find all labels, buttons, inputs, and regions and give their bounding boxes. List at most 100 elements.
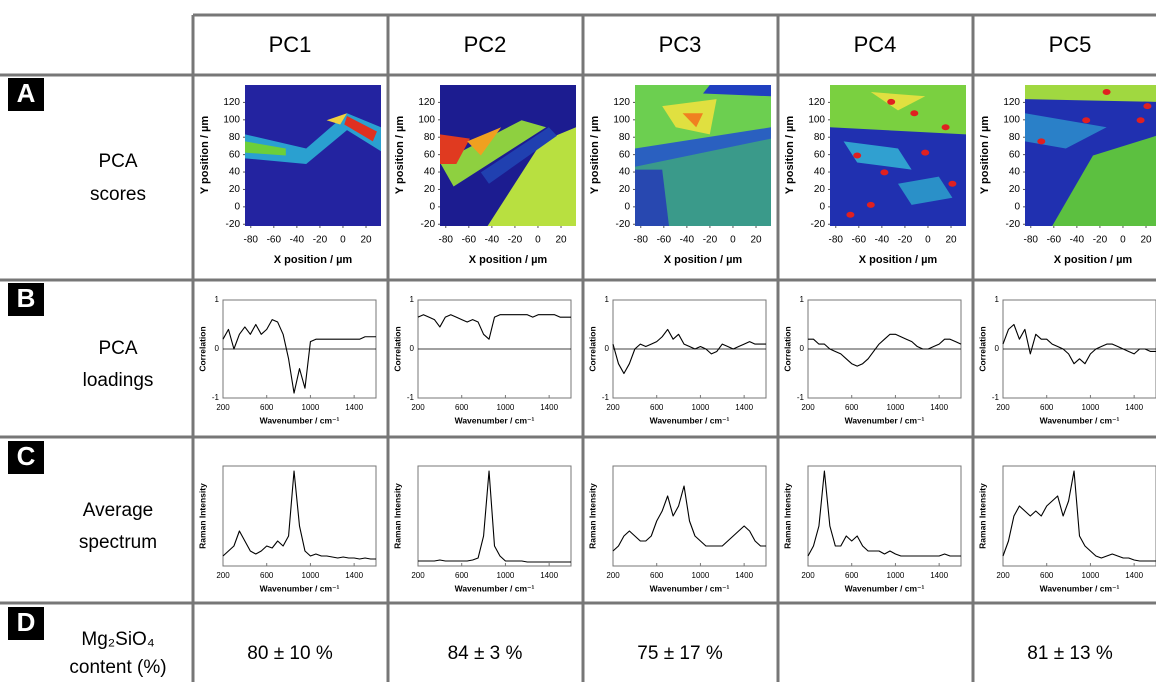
row-letter-box [8,441,44,474]
column-header: PC4 [854,32,897,57]
y-tick-label: 0 [605,344,610,353]
x-tick-label: 600 [1040,403,1054,412]
x-axis-label: X position / µm [274,254,353,266]
x-tick-label: 20 [750,235,762,246]
map-hotspot [1143,103,1152,110]
spectrum-line [417,314,571,340]
y-tick-label: -1 [212,393,220,402]
score-map [440,85,576,226]
y-tick-label: 40 [814,167,826,178]
x-tick-label: 200 [996,571,1010,580]
x-axis-label: Wavenumber / cm⁻¹ [260,415,340,425]
y-tick-label: 0 [819,201,825,212]
y-tick-label: 0 [1014,201,1020,212]
y-tick-label: 40 [229,167,241,178]
y-tick-label: 60 [1009,149,1021,160]
x-axis-label: Wavenumber / cm⁻¹ [455,415,535,425]
row-letter: A [17,78,36,108]
x-tick-label: -20 [703,235,718,246]
spectrum-line [1002,470,1156,562]
map-hotspot [880,169,889,176]
y-tick-label: 60 [619,149,631,160]
x-tick-label: -20 [1093,235,1108,246]
y-tick-label: 1 [800,295,805,304]
y-tick-label: 100 [223,114,240,125]
row-letter-box [8,283,44,316]
x-tick-label: 600 [455,403,469,412]
map-region [487,127,576,226]
y-tick-label: 0 [429,201,435,212]
x-tick-label: 600 [260,403,274,412]
y-tick-label: 1 [995,295,1000,304]
spectrum-line [612,328,766,375]
map-hotspot [1082,117,1091,124]
x-tick-label: 1000 [692,571,710,580]
map-region [898,176,953,205]
plot-frame [222,465,377,567]
x-tick-label: 200 [411,571,425,580]
y-tick-label: -20 [811,219,826,230]
x-tick-label: 1000 [302,403,320,412]
x-tick-label: 1000 [1082,403,1100,412]
y-tick-label: 60 [229,149,241,160]
y-tick-label: 100 [1003,114,1020,125]
x-tick-label: -60 [267,235,282,246]
map-hotspot [1136,117,1145,124]
row-label: PCA [98,338,137,359]
content-value: 81 ± 13 % [1027,643,1113,664]
x-axis-label: Wavenumber / cm⁻¹ [455,583,535,593]
x-tick-label: 200 [606,403,620,412]
spectrum-line [612,485,766,552]
x-axis-label: Wavenumber / cm⁻¹ [845,583,925,593]
x-tick-label: 20 [360,235,372,246]
x-tick-label: 1400 [735,571,753,580]
map-region [870,92,926,111]
y-tick-label: 100 [418,114,435,125]
x-tick-label: 600 [650,571,664,580]
x-axis-label: Wavenumber / cm⁻¹ [650,415,730,425]
map-hotspot [853,152,862,159]
y-tick-label: -1 [992,393,1000,402]
y-tick-label: 20 [1009,184,1021,195]
column-header: PC2 [464,32,507,57]
spectrum-line [222,319,376,394]
y-axis-label: Correlation [782,326,792,371]
x-tick-label: 20 [1140,235,1152,246]
map-region [480,127,557,184]
x-tick-label: 1000 [887,403,905,412]
x-tick-label: 600 [260,571,274,580]
y-tick-label: 120 [223,97,240,108]
row-label: scores [90,184,146,205]
x-tick-label: 0 [730,235,736,246]
map-region [1052,135,1156,226]
x-axis-label: X position / µm [1054,254,1133,266]
y-axis-label: Y position / µm [784,116,796,194]
y-axis-label: Raman Intensity [587,483,597,549]
y-tick-label: 0 [624,201,630,212]
spectrum-line [807,470,961,557]
map-hotspot [941,124,950,131]
x-tick-label: -80 [244,235,259,246]
y-tick-label: 60 [814,149,826,160]
x-tick-label: 1400 [735,403,753,412]
map-region [1025,113,1107,149]
y-tick-label: 80 [814,132,826,143]
map-region [1025,85,1156,102]
x-tick-label: 0 [340,235,346,246]
score-map [245,85,381,226]
map-region [635,127,771,167]
x-tick-label: 0 [1120,235,1126,246]
spectrum-line [1002,323,1156,365]
x-tick-label: -40 [290,235,305,246]
x-tick-label: -80 [829,235,844,246]
x-tick-label: 20 [555,235,567,246]
row-letter: B [17,283,36,313]
y-tick-label: 0 [215,344,220,353]
x-tick-label: 1400 [930,571,948,580]
y-tick-label: 1 [605,295,610,304]
x-tick-label: -80 [439,235,454,246]
map-hotspot [1037,138,1046,145]
map-region [440,134,470,164]
map-region [245,141,286,156]
